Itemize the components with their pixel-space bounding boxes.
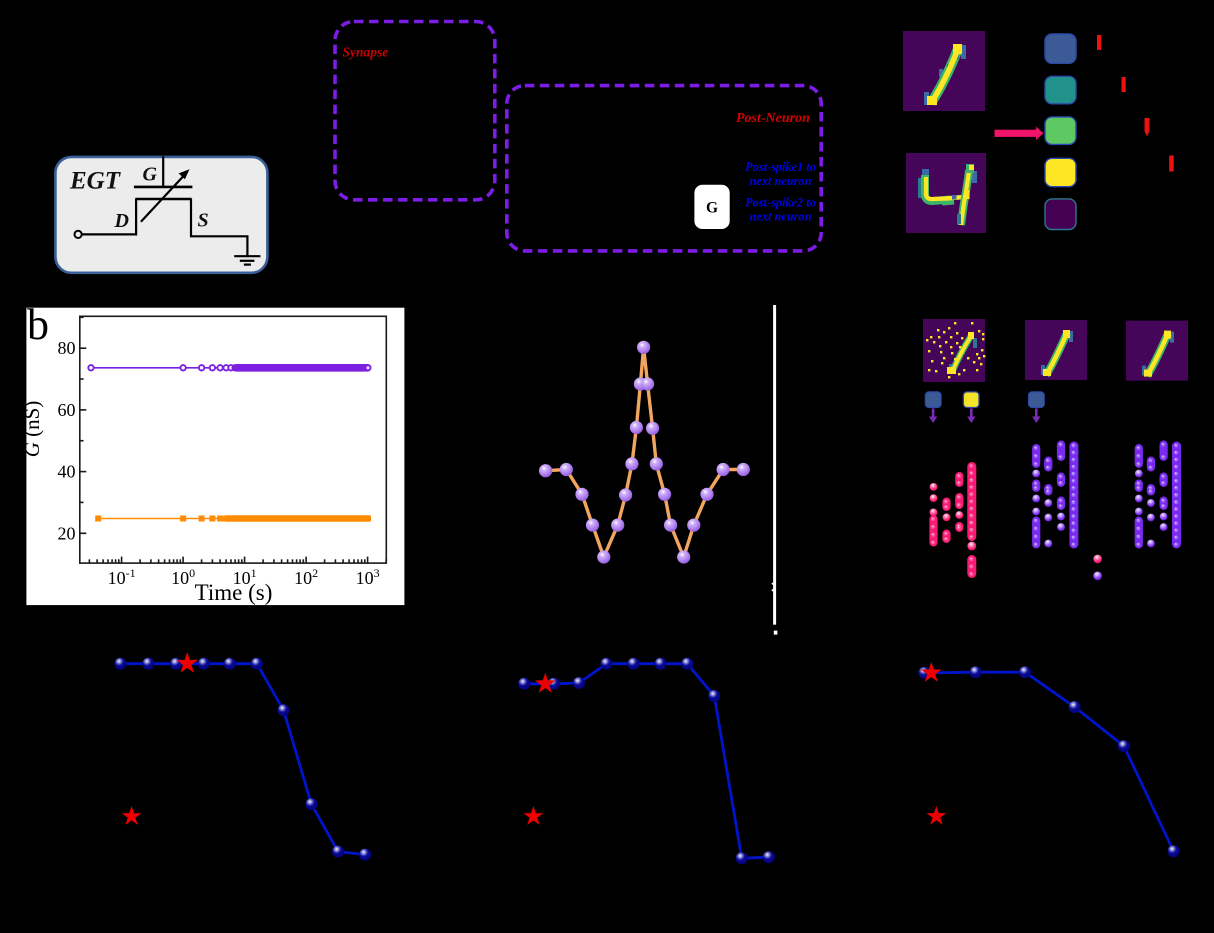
svg-text:S: S <box>198 210 209 232</box>
svg-text:102: 102 <box>294 566 318 588</box>
svg-text:60: 60 <box>58 400 76 420</box>
svg-text:G (nS): G (nS) <box>20 401 44 458</box>
svg-text:100: 100 <box>171 566 195 588</box>
svg-text:40: 40 <box>58 462 76 482</box>
svg-text:103: 103 <box>356 566 380 588</box>
svg-text:Post-spike2 to: Post-spike2 to <box>745 196 816 210</box>
svg-text:D: D <box>114 210 129 232</box>
svg-text:80: 80 <box>58 338 76 358</box>
svg-text:G: G <box>706 200 718 217</box>
svg-text:Post-spike1 to: Post-spike1 to <box>745 160 816 174</box>
svg-text:Time (s): Time (s) <box>195 580 273 605</box>
svg-text:G: G <box>143 164 158 186</box>
svg-text:next neuron: next neuron <box>750 210 812 224</box>
svg-text:20: 20 <box>58 523 76 543</box>
svg-text:EGT: EGT <box>69 168 122 195</box>
svg-text:Post-Neuron: Post-Neuron <box>736 111 810 126</box>
svg-text:Synapse: Synapse <box>343 45 389 60</box>
svg-text:next neuron: next neuron <box>750 174 812 188</box>
svg-text:101: 101 <box>233 566 257 588</box>
svg-text:b: b <box>27 300 49 349</box>
